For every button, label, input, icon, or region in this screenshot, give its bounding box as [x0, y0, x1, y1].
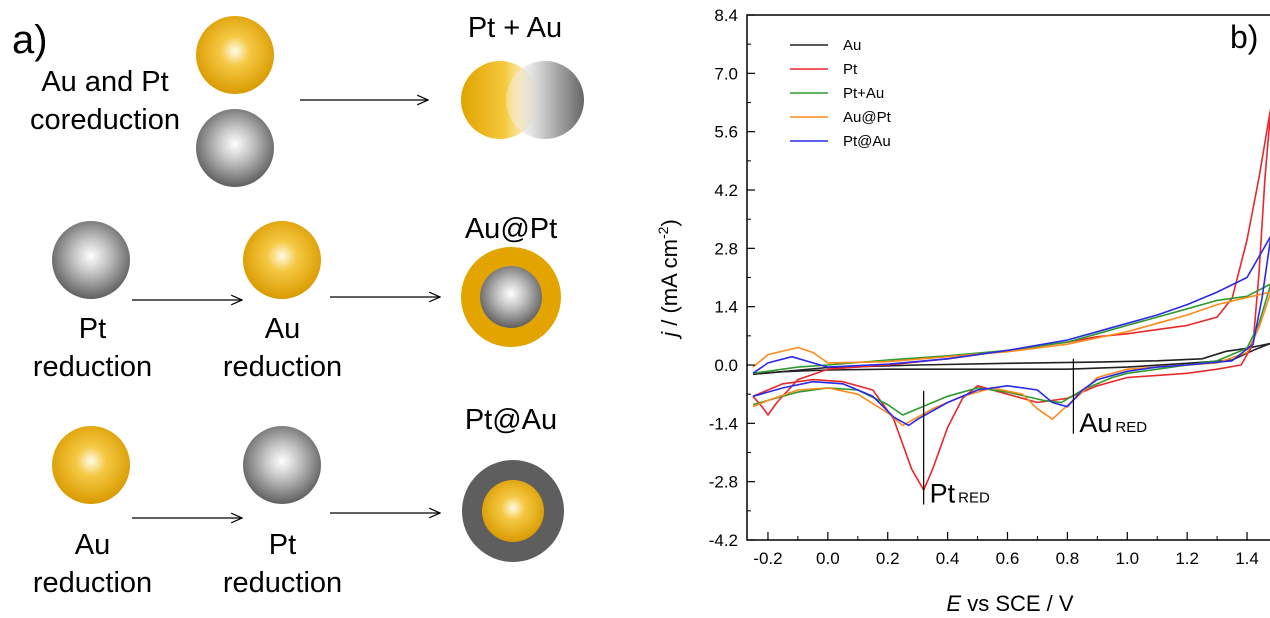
pt-particle	[243, 426, 321, 504]
step-label: Au reduction	[32, 529, 153, 599]
au-particle	[243, 221, 321, 299]
legend-label: Au	[843, 37, 861, 54]
annotation-label: Au RED	[1079, 408, 1147, 438]
pt-particle	[196, 109, 274, 187]
y-tick-label: -2.8	[709, 473, 738, 492]
result-label: Au@Pt	[464, 213, 558, 245]
y-tick-label: 8.4	[714, 6, 738, 25]
x-tick-label: 0.6	[996, 549, 1020, 568]
annotation-label: Pt RED	[930, 479, 990, 509]
x-tick-label: 1.0	[1115, 549, 1139, 568]
panel-b-letter: b)	[1230, 19, 1258, 55]
step-label: Pt reduction	[32, 313, 153, 383]
x-tick-label: -0.2	[753, 549, 782, 568]
y-tick-label: -1.4	[709, 414, 738, 433]
y-tick-label: 1.4	[714, 298, 738, 317]
y-axis-title: j / (mA cm-2)	[655, 219, 682, 340]
plot-axes: -0.2 0.0 0.2 0.4 0.6 0.8 1.0 1.2 1.4 -4.2 -2.8 -1.4…	[709, 6, 1270, 568]
step-label: Au reduction	[222, 313, 343, 383]
x-tick-label: 0.4	[936, 549, 960, 568]
plot-curves	[752, 107, 1270, 491]
y-tick-label: 2.8	[714, 239, 738, 258]
result-label: Pt@Au	[464, 404, 558, 436]
legend-label: Pt	[843, 61, 858, 78]
y-tick-label: 5.6	[714, 123, 738, 142]
legend: Au Pt Pt+Au Au@Pt Pt@Au	[790, 37, 892, 150]
pt-au-alloy-particle	[461, 61, 584, 139]
x-tick-label: 0.2	[876, 549, 900, 568]
step-label: Pt reduction	[222, 529, 343, 599]
annotation-lines: Pt RED Au RED	[923, 358, 1147, 509]
au-core-pt-shell-particle	[461, 247, 561, 347]
x-tick-label: 1.4	[1235, 549, 1259, 568]
series-au-pt-curve-anodic	[752, 291, 1270, 368]
series-pt-au-curve-anodic	[752, 235, 1270, 374]
y-tick-label: -4.2	[709, 531, 738, 550]
x-axis-title: E vs SCE / V	[946, 591, 1073, 616]
legend-label: Pt@Au	[843, 133, 891, 150]
coreduction-label: Au and Pt coreduction	[30, 66, 180, 136]
panel-a-letter: a)	[12, 18, 48, 62]
x-tick-label: 0.0	[816, 549, 840, 568]
pt-particle	[52, 221, 130, 299]
y-tick-label: 4.2	[714, 181, 738, 200]
y-tick-label: 0.0	[714, 356, 738, 375]
x-tick-label: 0.8	[1056, 549, 1080, 568]
series-pt-curve-cathodic	[752, 109, 1270, 491]
au-particle	[196, 16, 274, 94]
y-tick-label: 7.0	[714, 64, 738, 83]
series-pt-au-curve-cathodic	[752, 237, 1270, 427]
series-au-curve-cathodic	[752, 342, 1270, 375]
series-pt-au-curve-anodic	[752, 283, 1270, 375]
au-particle	[52, 426, 130, 504]
synthesis-scheme	[52, 16, 584, 562]
legend-label: Au@Pt	[843, 109, 892, 126]
legend-label: Pt+Au	[843, 85, 884, 102]
result-label: Pt + Au	[467, 12, 563, 44]
x-tick-label: 1.2	[1175, 549, 1199, 568]
pt-core-au-shell-particle	[462, 460, 564, 562]
